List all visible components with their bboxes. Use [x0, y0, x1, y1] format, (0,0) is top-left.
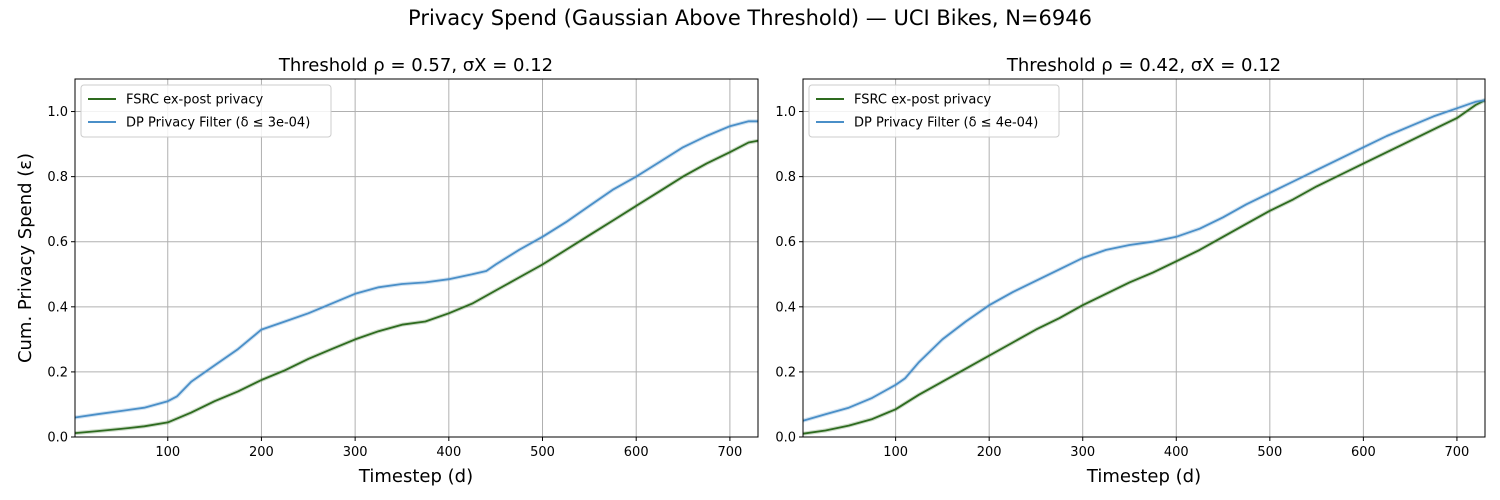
right-legend: FSRC ex-post privacy DP Privacy Filter (δ… — [808, 84, 1060, 138]
right-y-tick-label: 0.6 — [775, 235, 796, 250]
right-legend-label-1: DP Privacy Filter (δ ≤ 4e-04) — [854, 116, 1038, 131]
right-x-tick-label: 600 — [1351, 445, 1376, 460]
right-series-lines — [802, 98, 1486, 436]
right-x-tick-label: 400 — [1164, 445, 1189, 460]
left-legend: FSRC ex-post privacy DP Privacy Filter (δ… — [80, 84, 332, 138]
left-y-tick-label: 0.0 — [47, 431, 68, 446]
right-series-band-1 — [802, 98, 1486, 423]
left-x-tick-label: 700 — [717, 445, 742, 460]
left-plot-frame — [74, 78, 759, 438]
right-ticks: 100 200 300 400 500 600 700 0.0 0.2 0.4 0.6 0.8 1.0 — [775, 105, 1469, 460]
left-y-tick-label: 1.0 — [47, 105, 68, 120]
right-legend-label-0: FSRC ex-post privacy — [854, 93, 991, 108]
right-y-tick-label: 0.0 — [775, 431, 796, 446]
left-legend-label-1: DP Privacy Filter (δ ≤ 3e-04) — [126, 116, 310, 131]
left-chart-panel: 100 200 300 400 500 600 7000.00.20.40.60.81.0 … — [15, 55, 759, 487]
left-x-tick-label: 500 — [530, 445, 555, 460]
right-series-line-0 — [802, 99, 1486, 435]
left-y-tick-label: 0.4 — [47, 300, 68, 315]
left-series-band-0 — [74, 138, 759, 436]
left-legend-label-0: FSRC ex-post privacy — [126, 93, 263, 108]
right-series-line-1 — [802, 99, 1486, 422]
left-y-tick-label: 0.6 — [47, 235, 68, 250]
right-chart-title: Threshold ρ = 0.42, σX = 0.12 — [1006, 55, 1281, 76]
right-y-tick-label: 0.4 — [775, 300, 796, 315]
right-y-tick-label: 1.0 — [775, 105, 796, 120]
right-x-tick-label: 300 — [1070, 445, 1095, 460]
right-plot-frame — [802, 78, 1486, 438]
left-series-lines — [74, 119, 759, 436]
left-legend-box — [80, 84, 332, 138]
right-x-tick-label: 700 — [1445, 445, 1470, 460]
right-y-tick-label: 0.8 — [775, 170, 796, 185]
left-series-line-0 — [74, 139, 759, 434]
left-y-axis-label: Cum. Privacy Spend (ε) — [15, 153, 36, 363]
right-legend-box — [808, 84, 1060, 138]
right-y-tick-label: 0.2 — [775, 365, 796, 380]
figure-title: Privacy Spend (Gaussian Above Threshold)… — [408, 6, 1092, 30]
right-x-axis-label: Timestep (d) — [1086, 466, 1201, 487]
left-x-tick-label: 200 — [249, 445, 274, 460]
right-chart-panel: 100 200 300 400 500 600 7000.00.20.40.60.81.0 … — [775, 55, 1486, 487]
left-x-axis-label: Timestep (d) — [358, 466, 473, 487]
left-x-tick-label: 600 — [624, 445, 649, 460]
left-x-tick-label: 300 — [343, 445, 368, 460]
left-y-tick-label: 0.8 — [47, 170, 68, 185]
left-chart-title: Threshold ρ = 0.57, σX = 0.12 — [278, 55, 553, 76]
left-x-tick-label: 100 — [155, 445, 180, 460]
left-series-band-1 — [74, 119, 758, 420]
left-x-tick-label: 400 — [436, 445, 461, 460]
left-y-tick-label: 0.2 — [47, 365, 68, 380]
right-x-tick-label: 200 — [977, 445, 1002, 460]
right-series-band-0 — [802, 98, 1486, 436]
left-ticks: 100 200 300 400 500 600 700 0.0 0.2 0.4 0.6 0.8 1.0 — [47, 105, 742, 460]
right-x-tick-label: 500 — [1257, 445, 1282, 460]
right-x-tick-label: 100 — [883, 445, 908, 460]
left-series-line-1 — [74, 120, 758, 419]
